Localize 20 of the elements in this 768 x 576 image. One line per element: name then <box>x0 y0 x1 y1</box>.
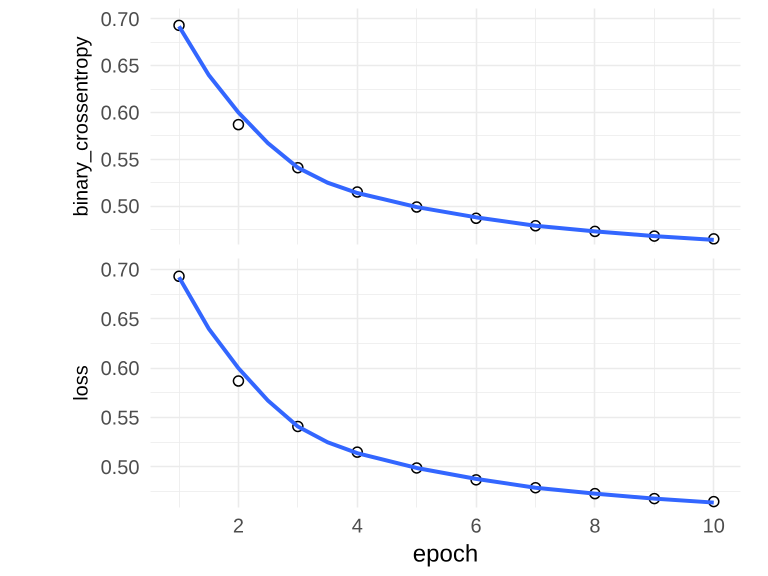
x-tick-label: 4 <box>352 516 363 538</box>
x-axis-title: epoch <box>412 540 478 568</box>
y-tick-label: 0.60 <box>100 358 140 380</box>
x-tick-label: 8 <box>589 516 600 538</box>
y-tick-label: 0.50 <box>100 196 140 218</box>
y-tick-label: 0.55 <box>100 408 140 430</box>
y-axis-title: binary_crossentropy <box>70 36 93 217</box>
point <box>232 375 244 387</box>
y-tick-label: 0.65 <box>100 56 140 78</box>
x-tick-label: 10 <box>702 516 725 538</box>
y-tick-label: 0.50 <box>100 456 140 479</box>
y-tick-label: 0.55 <box>100 149 140 172</box>
y-tick-label: 0.70 <box>100 8 140 31</box>
y-axis-title: loss <box>70 365 93 401</box>
y-tick-label: 0.60 <box>100 102 140 124</box>
x-tick-label: 2 <box>232 516 244 538</box>
y-tick-label: 0.65 <box>100 308 140 331</box>
point <box>232 118 244 130</box>
x-tick-label: 6 <box>470 516 482 538</box>
y-tick-label: 0.70 <box>100 259 140 282</box>
